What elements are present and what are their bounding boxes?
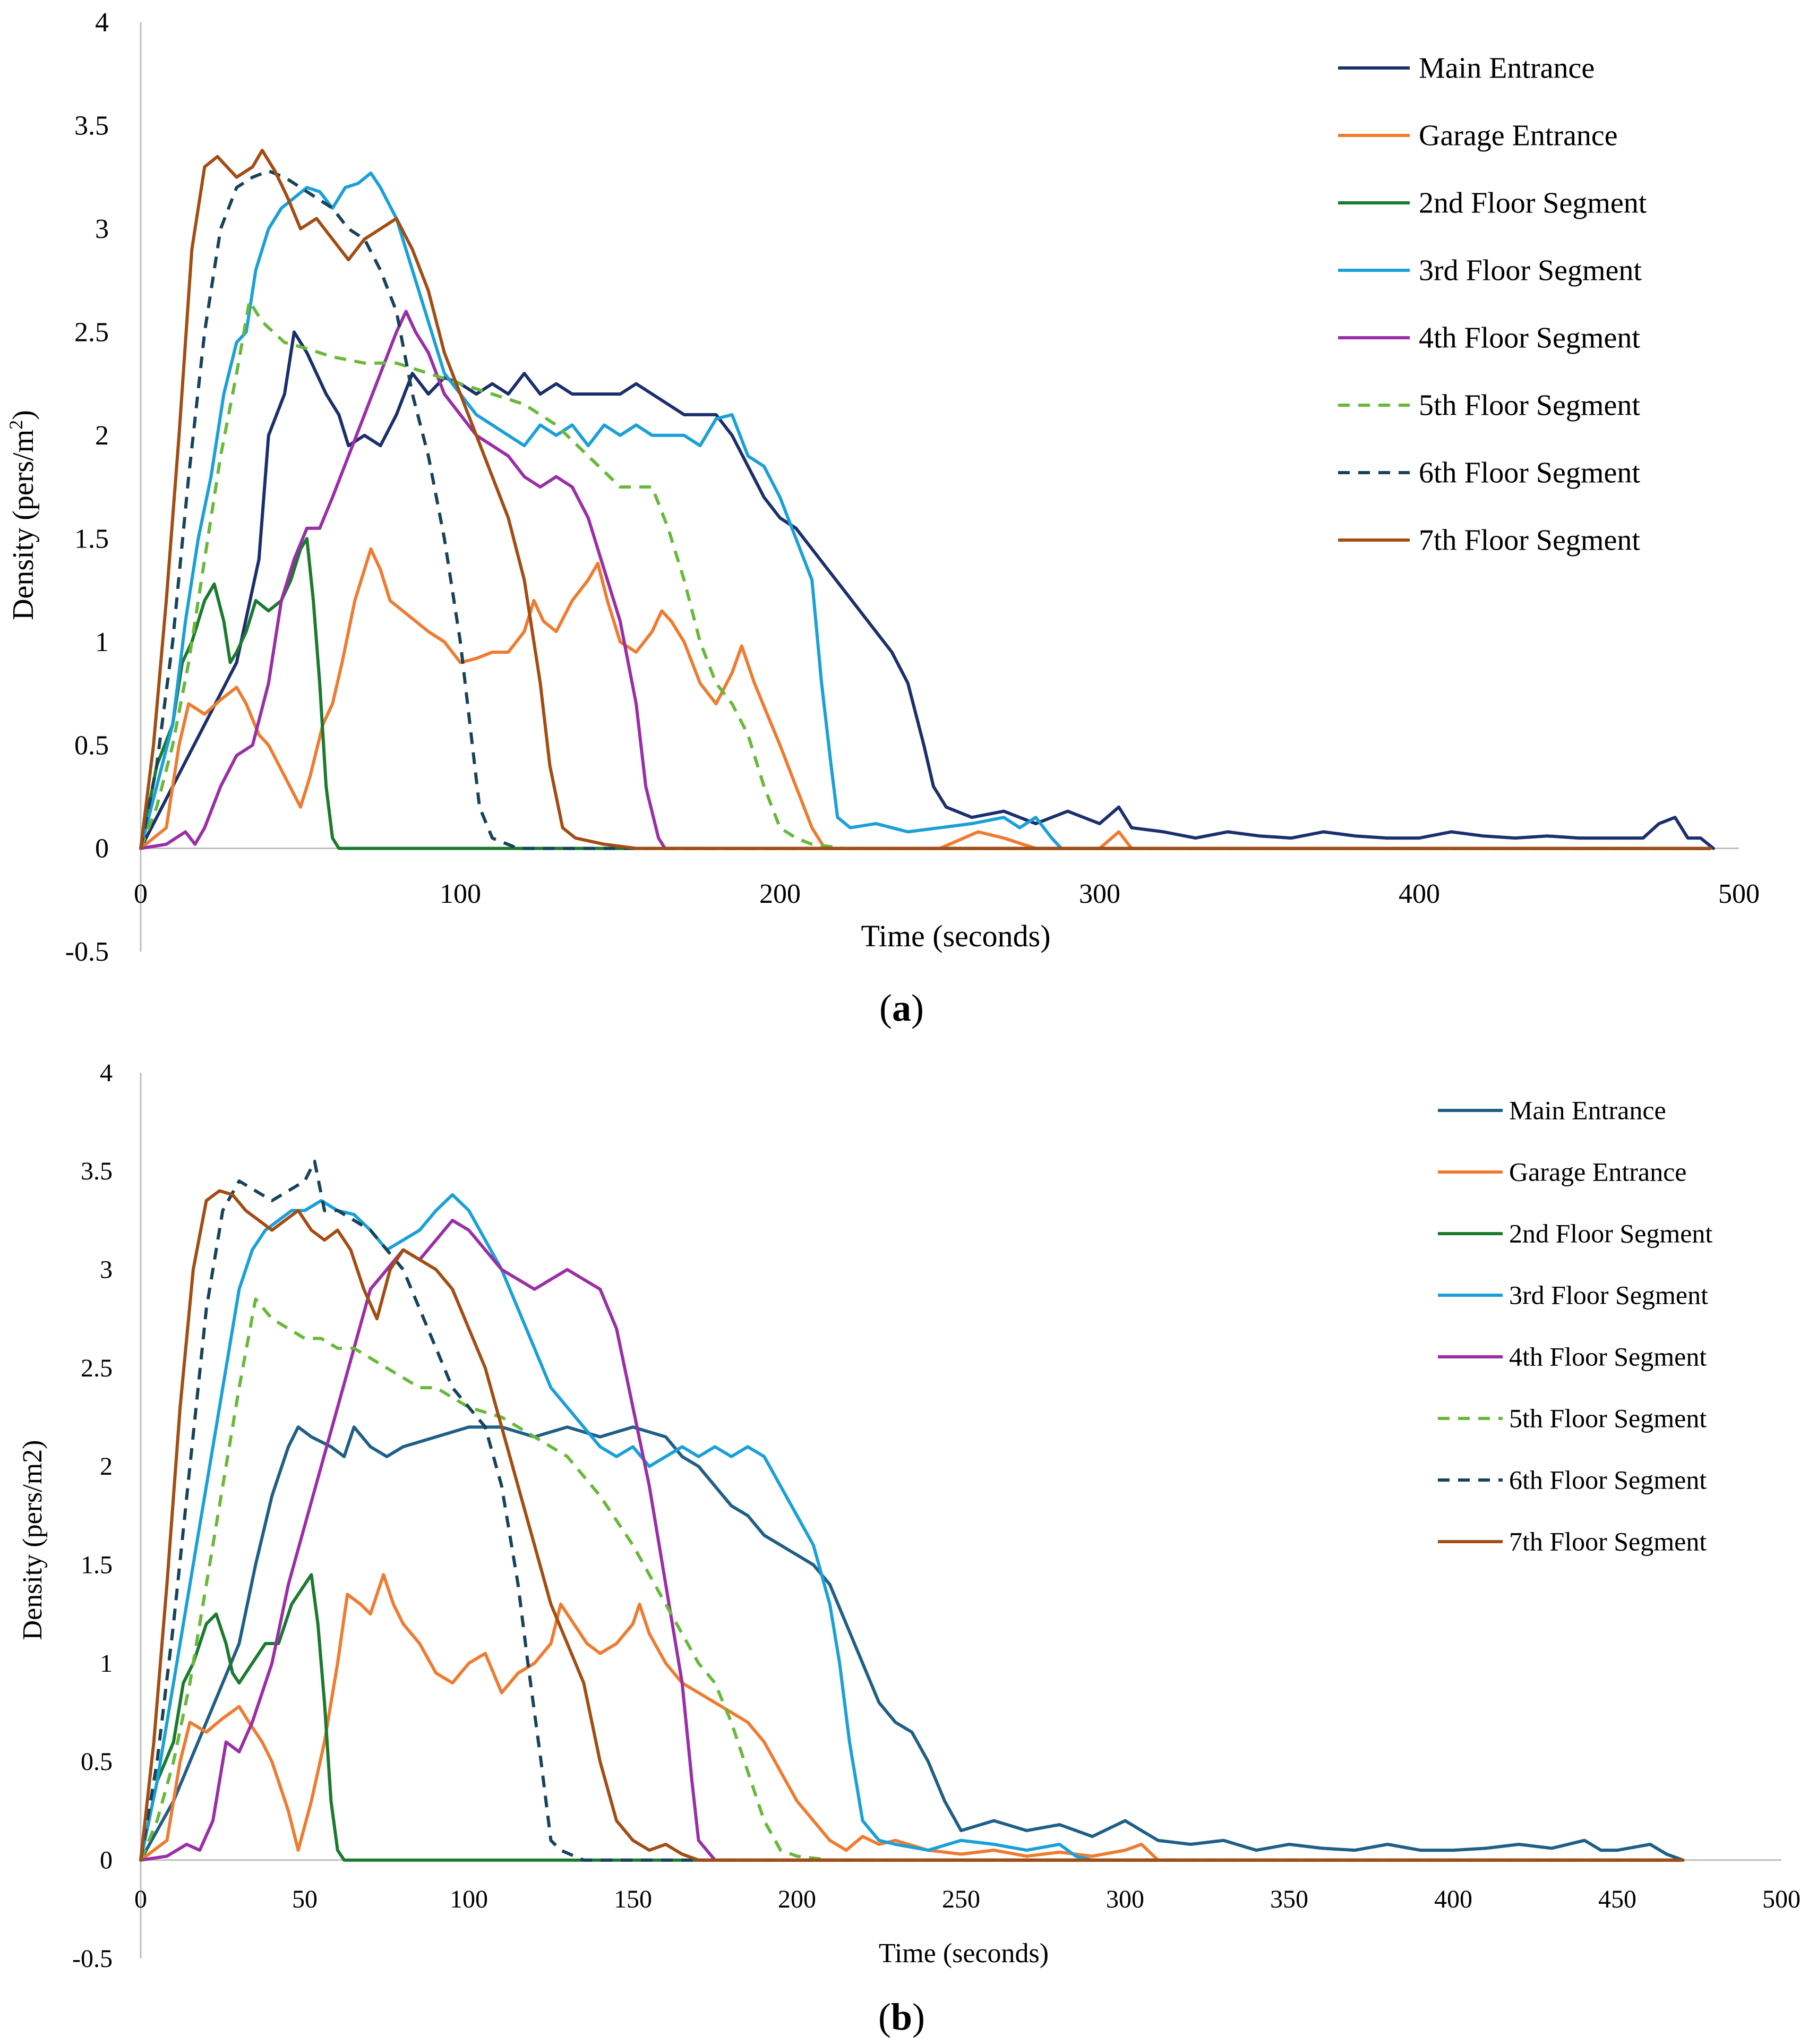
- panel-a-legend-label-garage-entrance: Garage Entrance: [1419, 119, 1618, 152]
- panel-b-y-tick-label: 0.5: [81, 1748, 113, 1776]
- panel-b-x-tick-label: 400: [1434, 1885, 1472, 1913]
- panel-a-x-tick-label: 300: [1079, 879, 1120, 909]
- panel-a-x-tick-label: 100: [440, 879, 481, 909]
- panel-a-series-3rd-floor-segment: [139, 171, 1712, 850]
- panel-b-caption: (b): [878, 1996, 925, 2038]
- panel-b-legend-label-5th-floor-segment: 5th Floor Segment: [1509, 1404, 1707, 1433]
- panel-a-y-tick-label: 0: [95, 834, 109, 864]
- panel-a-legend-label-6th-floor-segment: 6th Floor Segment: [1419, 456, 1640, 489]
- panel-a-caption: (a): [879, 987, 924, 1029]
- panel-a-y-tick-label: 1: [95, 627, 109, 657]
- panel-a-legend: Main Entrance Garage Entrance 2nd Floor Se…: [1338, 52, 1647, 557]
- panel-b-y-tick-label: 1.5: [81, 1551, 113, 1579]
- panel-b-y-tick-label: 3: [100, 1256, 113, 1284]
- panel-b-y-tick-label: 4: [100, 1059, 113, 1087]
- panel-b-y-tick-label: 2: [100, 1452, 113, 1481]
- panel-b-y-axis-title: Density (pers/m2): [18, 1440, 48, 1640]
- panel-b-y-tick-label: 1: [100, 1649, 113, 1678]
- panel-b-legend-label-7th-floor-segment: 7th Floor Segment: [1509, 1527, 1707, 1556]
- panel-a-series-garage-entrance: [139, 547, 1712, 850]
- panel-b-series-4th-floor-segment: [139, 1219, 1685, 1862]
- panel-a-series-4th-floor-segment: [139, 310, 1712, 850]
- panel-b-x-tick-label: 350: [1270, 1885, 1308, 1913]
- panel-b-x-tick-label: 450: [1598, 1885, 1636, 1913]
- panel-a-x-tick-label: 0: [134, 879, 148, 909]
- panel-b-series-2nd-floor-segment: [139, 1573, 1685, 1862]
- panel-b-x-axis-title: Time (seconds): [879, 1938, 1049, 1969]
- panel-b-series-6th-floor-segment: [139, 1159, 1683, 1862]
- panel-a-y-tick-label: -0.5: [65, 937, 109, 967]
- panel-b-y-tick-label: -0.5: [72, 1945, 113, 1973]
- panel-b-legend-label-3rd-floor-segment: 3rd Floor Segment: [1509, 1280, 1708, 1310]
- panel-b-x-tick-label: 250: [942, 1885, 980, 1913]
- panel-a-x-tick-label: 400: [1399, 879, 1440, 909]
- panel-b-series: [139, 1159, 1685, 1862]
- panel-a-y-tick-label: 4: [95, 7, 109, 38]
- panel-a-series: [139, 149, 1715, 850]
- panel-b-chart: 4 3.5 3 2.5 2 1.5 1 0.5 0 -0.5 0 50 100 150 200 250 300 3…: [18, 1059, 1801, 2038]
- panel-b-x-tick-label: 100: [450, 1885, 488, 1913]
- panel-b-x-tick-label: 200: [778, 1885, 816, 1913]
- panel-a-y-tick-label: 3: [95, 214, 109, 244]
- panel-b-axes: 4 3.5 3 2.5 2 1.5 1 0.5 0 -0.5 0 50 100 150 200 250 300 3…: [72, 1059, 1801, 1973]
- panel-b-series-7th-floor-segment: [139, 1189, 1685, 1862]
- panel-b-legend-label-2nd-floor-segment: 2nd Floor Segment: [1509, 1219, 1712, 1248]
- panel-b-x-tick-label: 50: [292, 1885, 318, 1913]
- panel-a-legend-label-5th-floor-segment: 5th Floor Segment: [1419, 389, 1640, 422]
- panel-b-x-tick-label: 300: [1106, 1885, 1144, 1913]
- panel-a-series-2nd-floor-segment: [139, 537, 1712, 850]
- panel-b-x-tick-label: 0: [134, 1885, 147, 1913]
- panel-a-series-7th-floor-segment: [139, 149, 1712, 850]
- panel-b-legend-label-4th-floor-segment: 4th Floor Segment: [1509, 1342, 1707, 1372]
- panel-b-series-5th-floor-segment: [139, 1297, 1683, 1862]
- panel-b-x-tick-label: 150: [614, 1885, 652, 1913]
- panel-a-y-tick-label: 2: [95, 421, 109, 451]
- panel-b-y-tick-label: 0: [100, 1846, 113, 1875]
- panel-a-x-axis-title: Time (seconds): [861, 919, 1050, 953]
- panel-b-legend-label-6th-floor-segment: 6th Floor Segment: [1509, 1465, 1707, 1495]
- panel-a-chart: 4 3.5 3 2.5 2 1.5 1 0.5 0 -0.5 0 100 200 300 400 500 Ma…: [5, 7, 1760, 1029]
- panel-b-legend-label-main-entrance: Main Entrance: [1509, 1096, 1666, 1125]
- panel-a-legend-label-3rd-floor-segment: 3rd Floor Segment: [1419, 254, 1642, 287]
- panel-a-y-tick-label: 1.5: [74, 524, 109, 554]
- panel-b-y-tick-label: 2.5: [81, 1354, 113, 1382]
- panel-a-x-tick-label: 500: [1718, 879, 1760, 909]
- panel-a-series-6th-floor-segment: [139, 169, 1710, 850]
- panel-a-y-tick-label: 2.5: [74, 317, 109, 347]
- panel-a-y-tick-label: 3.5: [74, 111, 109, 141]
- panel-a-series-5th-floor-segment: [139, 300, 1710, 850]
- panel-a-legend-label-7th-floor-segment: 7th Floor Segment: [1419, 524, 1640, 557]
- panel-b-x-tick-label: 500: [1762, 1885, 1801, 1913]
- panel-b-series-3rd-floor-segment: [139, 1193, 1685, 1862]
- panel-a-legend-label-main-entrance: Main Entrance: [1419, 52, 1595, 84]
- panel-b-legend: Main Entrance Garage Entrance 2nd Floor Se…: [1438, 1096, 1712, 1556]
- panel-b-legend-label-garage-entrance: Garage Entrance: [1509, 1157, 1687, 1187]
- panel-b-y-tick-label: 3.5: [81, 1157, 113, 1185]
- panel-a-y-tick-label: 0.5: [74, 730, 109, 760]
- panel-a-series-main-entrance: [139, 330, 1715, 850]
- panel-a-y-axis-title: Density (pers/m2): [5, 410, 40, 620]
- panel-a-legend-label-2nd-floor-segment: 2nd Floor Segment: [1419, 186, 1647, 219]
- panel-a-legend-label-4th-floor-segment: 4th Floor Segment: [1419, 321, 1640, 354]
- panel-b-series-main-entrance: [139, 1425, 1685, 1862]
- panel-a-x-tick-label: 200: [759, 879, 801, 909]
